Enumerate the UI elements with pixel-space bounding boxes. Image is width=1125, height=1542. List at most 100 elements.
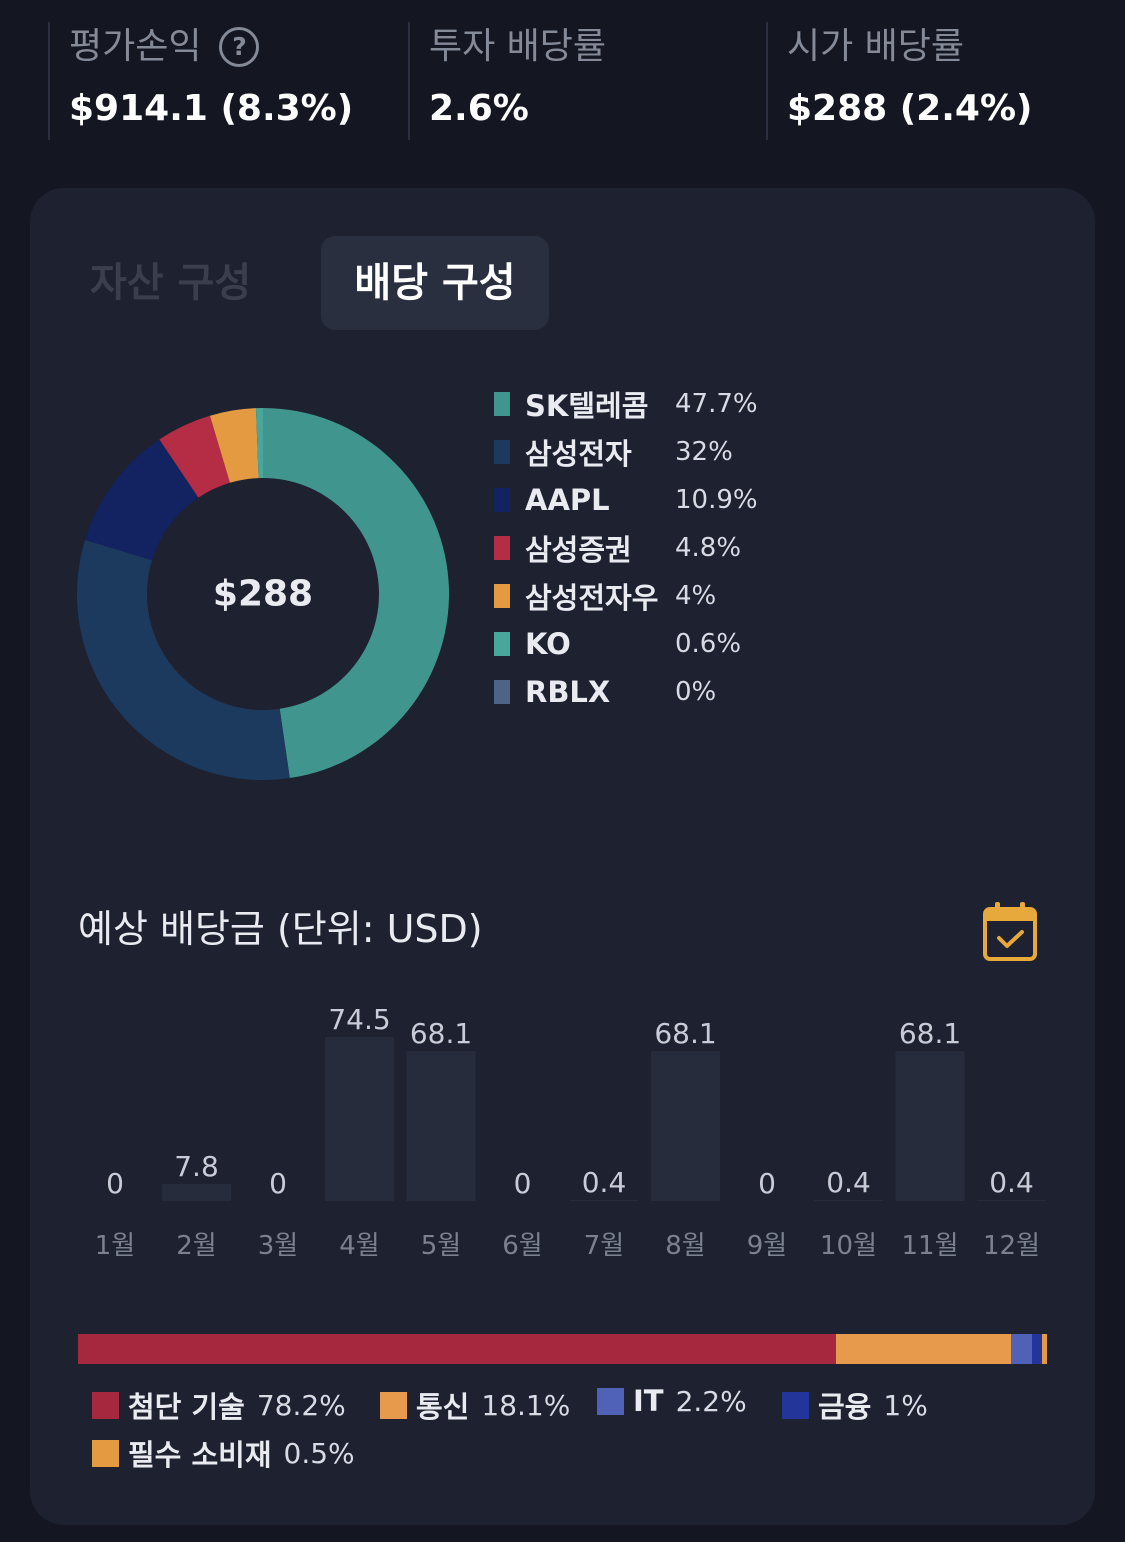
month-label: 2월 bbox=[176, 1231, 216, 1261]
legend-name: 삼성전자 bbox=[525, 437, 632, 471]
bar-value-label: 68.1 bbox=[654, 1017, 716, 1050]
sector-segment-0 bbox=[78, 1334, 836, 1364]
legend-swatch bbox=[494, 680, 510, 704]
month-label: 1월 bbox=[95, 1231, 135, 1261]
market-yield-value: $288 (2.4%) bbox=[787, 88, 1033, 129]
month-label: 10월 bbox=[820, 1231, 877, 1261]
month-label: 12월 bbox=[983, 1231, 1040, 1261]
bar-value-label: 0.4 bbox=[582, 1166, 627, 1199]
donut-slice-3[interactable] bbox=[159, 415, 230, 498]
sector-name: 금융 bbox=[818, 1390, 872, 1424]
sector-percent: 2.2% bbox=[675, 1384, 747, 1418]
month-label: 11월 bbox=[901, 1231, 958, 1261]
sector-name: 통신 bbox=[416, 1390, 470, 1424]
bar-value-label: 74.5 bbox=[328, 1003, 390, 1036]
legend-item: KO 0.6% bbox=[494, 620, 758, 668]
legend-swatch bbox=[494, 392, 510, 416]
legend-item: SK텔레콤 47.7% bbox=[494, 380, 758, 428]
sector-name: 필수 소비재 bbox=[128, 1438, 272, 1472]
sector-percent: 0.5% bbox=[283, 1436, 355, 1470]
sector-percent: 1% bbox=[883, 1388, 928, 1422]
legend-name: SK텔레콤 bbox=[525, 389, 649, 423]
tab-dividend-composition[interactable]: 배당 구성 bbox=[321, 236, 549, 330]
legend-swatch bbox=[494, 440, 510, 464]
month-label: 6월 bbox=[502, 1231, 542, 1261]
sector-legend-item: 금융 1% bbox=[782, 1384, 928, 1426]
donut-slice-5[interactable] bbox=[255, 408, 263, 479]
bar-5[interactable] bbox=[406, 1051, 476, 1201]
month-label: 7월 bbox=[584, 1231, 624, 1261]
bar-value-label: 0 bbox=[514, 1167, 532, 1200]
sector-legend-item: 통신 18.1% bbox=[380, 1384, 570, 1426]
sector-swatch bbox=[92, 1391, 119, 1419]
eval-label: 평가손익 bbox=[69, 26, 202, 67]
legend-item: 삼성전자 32% bbox=[494, 428, 758, 476]
portfolio-card: 자산 구성 배당 구성 $288 SK텔레콤 47.7% 삼성전자 32% AAPL 10… bbox=[30, 188, 1095, 1525]
legend-swatch bbox=[494, 536, 510, 560]
sector-segment-1 bbox=[835, 1334, 1012, 1364]
dividend-section-title: 예상 배당금 (단위: USD) bbox=[78, 907, 483, 951]
legend-name: 삼성증권 bbox=[525, 533, 632, 567]
bar-12[interactable] bbox=[977, 1200, 1046, 1201]
bar-7[interactable] bbox=[569, 1200, 639, 1201]
bar-4[interactable] bbox=[325, 1037, 394, 1201]
sector-swatch bbox=[782, 1391, 809, 1419]
bar-10[interactable] bbox=[814, 1200, 883, 1201]
bar-2[interactable] bbox=[162, 1183, 231, 1201]
donut-center-value: $288 bbox=[213, 574, 313, 615]
tab-asset-composition[interactable]: 자산 구성 bbox=[90, 260, 252, 306]
bar-8[interactable] bbox=[651, 1051, 720, 1201]
eval-stat: 평가손익 ? $914.1 (8.3%) bbox=[48, 22, 353, 140]
sector-legend-item: IT 2.2% bbox=[597, 1384, 747, 1418]
bar-value-label: 68.1 bbox=[410, 1017, 472, 1050]
sector-swatch bbox=[597, 1387, 624, 1415]
legend-name: KO bbox=[525, 627, 571, 661]
bar-11[interactable] bbox=[895, 1051, 965, 1201]
legend-name: 삼성전자우 bbox=[525, 581, 659, 615]
legend-name: AAPL bbox=[525, 483, 610, 517]
monthly-dividend-bar-chart: 0 1월 7.8 2월 0 3월 74.5 4월 68.1 5월 0 6월 0.4 7월 68.1 8월 0 9월… bbox=[95, 1003, 1046, 1261]
bar-value-label: 68.1 bbox=[899, 1017, 961, 1050]
bar-value-label: 7.8 bbox=[174, 1150, 219, 1183]
sector-name: 첨단 기술 bbox=[128, 1390, 245, 1424]
legend-percent: 4.8% bbox=[675, 533, 742, 563]
help-icon[interactable]: ? bbox=[219, 27, 260, 67]
month-label: 3월 bbox=[258, 1231, 298, 1261]
sector-segment-4 bbox=[1042, 1334, 1047, 1364]
month-label: 5월 bbox=[421, 1231, 461, 1261]
donut-legend: SK텔레콤 47.7% 삼성전자 32% AAPL 10.9% 삼성증권 4.8% 삼성전자우 4… bbox=[494, 380, 758, 716]
legend-swatch bbox=[494, 488, 510, 512]
sector-percent: 78.2% bbox=[256, 1388, 346, 1422]
calendar-check-icon[interactable] bbox=[982, 900, 1038, 962]
donut-slice-1[interactable] bbox=[77, 539, 290, 780]
bar-value-label: 0.4 bbox=[989, 1166, 1034, 1199]
yield-label: 투자 배당률 bbox=[429, 26, 607, 67]
sector-stacked-bar bbox=[78, 1334, 1047, 1364]
legend-percent: 32% bbox=[675, 437, 733, 467]
legend-percent: 4% bbox=[675, 581, 717, 611]
legend-percent: 47.7% bbox=[675, 389, 758, 419]
legend-item: AAPL 10.9% bbox=[494, 476, 758, 524]
legend-percent: 10.9% bbox=[675, 485, 758, 515]
donut-slice-0[interactable] bbox=[263, 408, 450, 779]
legend-percent: 0% bbox=[675, 677, 717, 707]
yield-stat: 투자 배당률 2.6% bbox=[408, 22, 606, 140]
sector-segment-3 bbox=[1032, 1334, 1043, 1364]
legend-item: 삼성전자우 4% bbox=[494, 572, 758, 620]
bar-value-label: 0 bbox=[106, 1167, 124, 1200]
eval-value: $914.1 (8.3%) bbox=[69, 88, 354, 129]
bar-value-label: 0.4 bbox=[826, 1166, 871, 1199]
donut-slice-2[interactable] bbox=[85, 439, 199, 561]
dividend-donut-chart: $288 bbox=[77, 408, 450, 780]
sector-name: IT bbox=[633, 1384, 664, 1418]
legend-swatch bbox=[494, 584, 510, 608]
sector-swatch bbox=[380, 1391, 407, 1419]
sector-legend-item: 첨단 기술 78.2% bbox=[92, 1384, 346, 1426]
legend-name: RBLX bbox=[525, 675, 611, 709]
month-label: 8월 bbox=[665, 1231, 705, 1261]
donut-slice-4[interactable] bbox=[209, 408, 259, 483]
summary-stats: 평가손익 ? $914.1 (8.3%) 투자 배당률 2.6% 시가 배당률 … bbox=[0, 0, 1125, 160]
yield-value: 2.6% bbox=[429, 88, 529, 129]
sector-legend-item: 필수 소비재 0.5% bbox=[92, 1432, 355, 1474]
sector-percent: 18.1% bbox=[481, 1388, 571, 1422]
